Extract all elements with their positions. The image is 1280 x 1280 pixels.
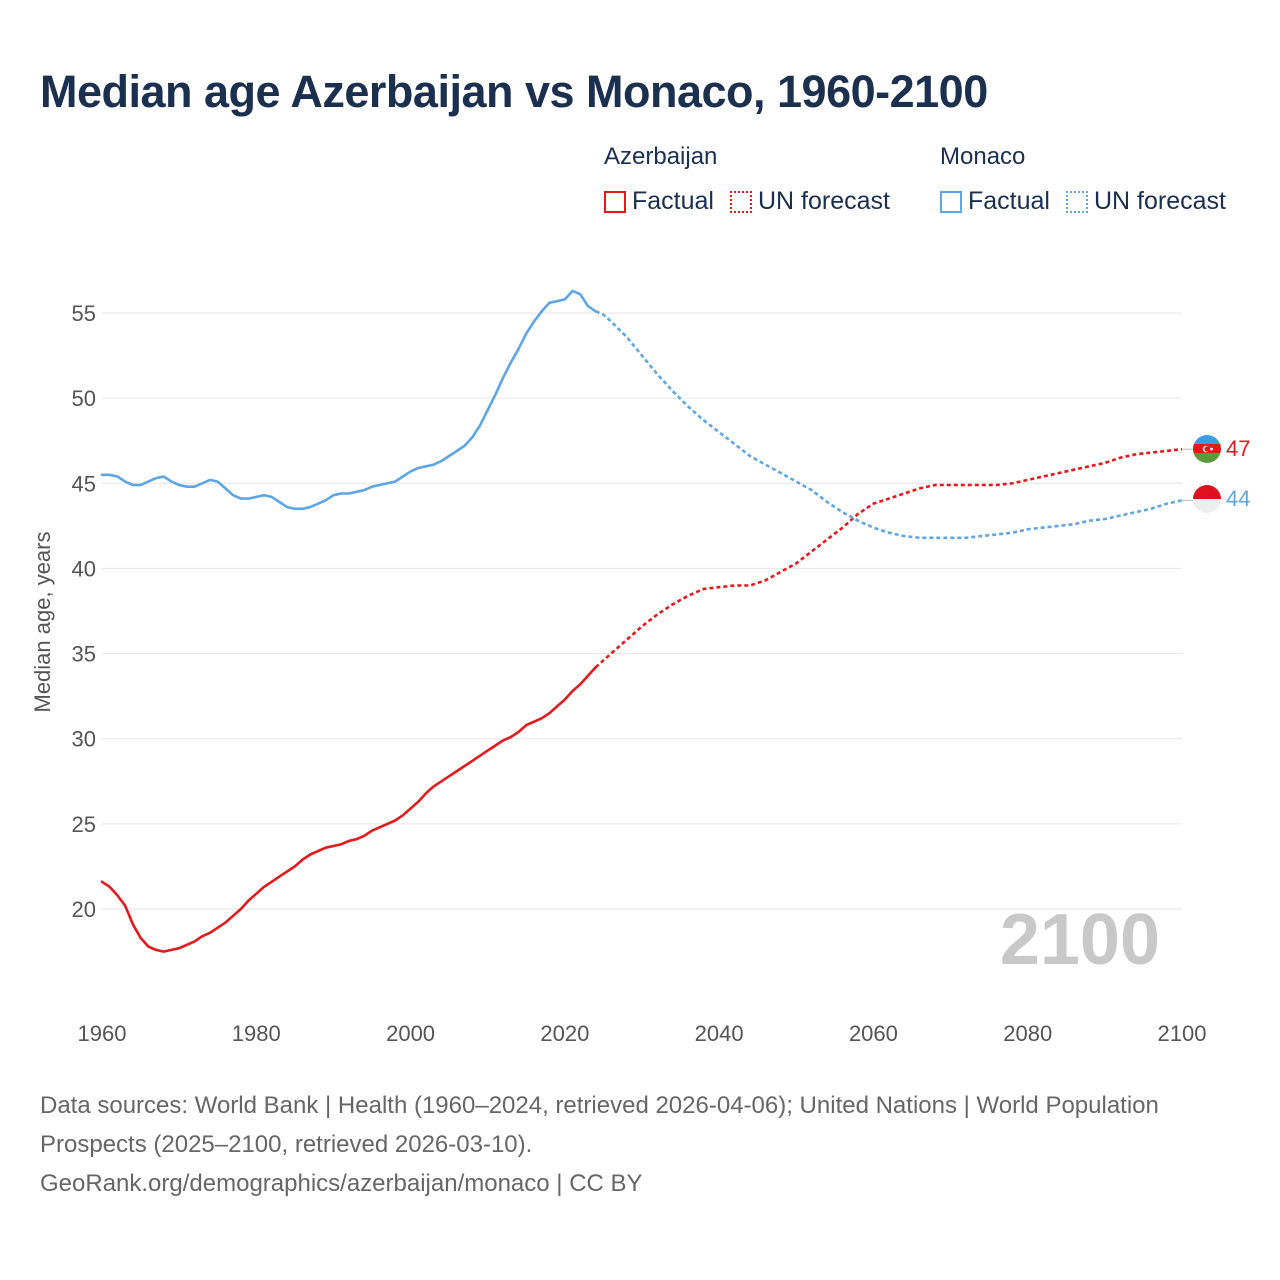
azerbaijan-factual-line[interactable]	[100, 665, 597, 953]
legend-item-azerbaijan-factual[interactable]: Factual	[604, 187, 714, 216]
y-tick-label: 25	[72, 812, 96, 837]
legend-label: Factual	[968, 187, 1050, 215]
legend-item-monaco-factual[interactable]: Factual	[940, 187, 1050, 216]
legend-item-azerbaijan-forecast[interactable]: UN forecast	[729, 187, 890, 216]
azerbaijan-forecast-line[interactable]	[594, 447, 1183, 669]
legend-group-monaco: Monaco Factual UN forecast	[940, 143, 1226, 216]
x-tick-label: 2100	[1158, 1021, 1207, 1046]
footer-attribution[interactable]: GeoRank.org/demographics/azerbaijan/mona…	[40, 1170, 643, 1197]
legend-item-monaco-forecast[interactable]: UN forecast	[1065, 187, 1226, 216]
footer-sources: Data sources: World Bank | Health (1960–…	[40, 1086, 1240, 1203]
monaco-factual-line[interactable]	[100, 289, 597, 511]
x-tick-label: 2040	[695, 1021, 744, 1046]
chart-title: Median age Azerbaijan vs Monaco, 1960-21…	[40, 66, 988, 117]
y-tick-label: 20	[72, 897, 96, 922]
legend-group-azerbaijan: Azerbaijan Factual UN forecast	[604, 143, 890, 216]
legend-swatch-dotted	[1065, 190, 1088, 213]
y-tick-label: 50	[72, 386, 96, 411]
x-tick-label: 2080	[1003, 1021, 1052, 1046]
end-value-label-azerbaijan: 47	[1226, 436, 1250, 461]
y-tick-label: 35	[72, 642, 96, 667]
legend-group-title: Azerbaijan	[604, 143, 718, 170]
x-tick-label: 2020	[540, 1021, 589, 1046]
monaco-forecast-line[interactable]	[595, 310, 1183, 540]
y-tick-label: 40	[72, 556, 96, 581]
end-value-label-monaco: 44	[1226, 486, 1250, 511]
y-tick-label: 55	[72, 301, 96, 326]
legend-group-title: Monaco	[940, 143, 1026, 170]
y-tick-label: 30	[72, 727, 96, 752]
legend-label: UN forecast	[1093, 187, 1226, 215]
legend-swatch-solid	[940, 190, 962, 213]
legend-label: UN forecast	[757, 187, 890, 215]
footer-sources-text: Data sources: World Bank | Health (1960–…	[40, 1092, 1159, 1158]
legend-swatch-solid	[604, 190, 626, 213]
azerbaijan-flag-icon	[1193, 435, 1221, 463]
year-watermark: 2100	[1000, 900, 1160, 980]
legend-label: Factual	[632, 187, 714, 215]
x-tick-label: 2060	[849, 1021, 898, 1046]
legend-swatch-dotted	[729, 190, 752, 213]
x-tick-label: 2000	[386, 1021, 435, 1046]
x-tick-label: 1960	[78, 1021, 127, 1046]
monaco-flag-icon	[1193, 485, 1221, 513]
x-tick-label: 1980	[232, 1021, 281, 1046]
y-tick-label: 45	[72, 471, 96, 496]
